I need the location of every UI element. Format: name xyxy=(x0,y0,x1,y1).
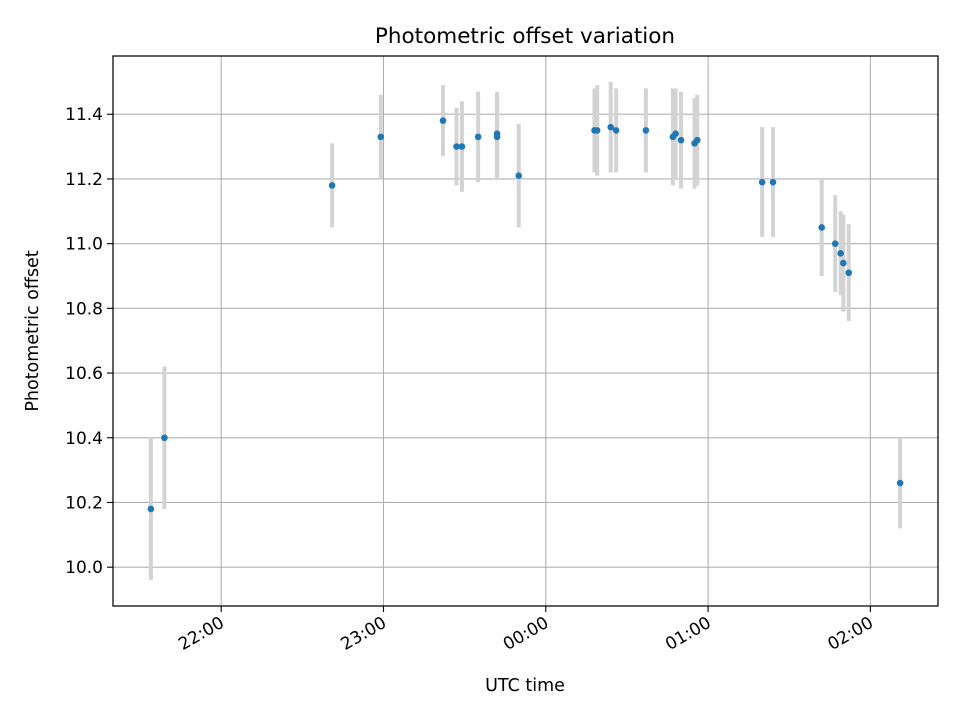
grid-lines xyxy=(113,56,938,606)
data-point xyxy=(593,127,601,134)
data-point xyxy=(161,434,168,442)
y-tick-label: 10.0 xyxy=(65,558,103,578)
x-tick-label: 23:00 xyxy=(338,613,390,655)
plot-frame xyxy=(112,55,939,607)
data-point xyxy=(328,182,336,189)
data-point xyxy=(607,123,615,131)
data-point xyxy=(515,172,523,180)
data-point xyxy=(458,143,466,150)
y-tick-label: 11.4 xyxy=(65,105,103,125)
data-point xyxy=(453,143,460,150)
x-axis-label: UTC time xyxy=(485,676,565,696)
x-tick-label: 01:00 xyxy=(662,613,714,655)
data-point xyxy=(758,178,766,186)
x-tick-label: 22:00 xyxy=(175,613,227,655)
y-tick-label: 10.8 xyxy=(65,299,103,319)
data-point xyxy=(896,479,904,487)
data-point xyxy=(474,133,482,141)
data-points xyxy=(147,117,904,513)
x-tick-label: 00:00 xyxy=(500,613,552,655)
data-point xyxy=(677,136,685,144)
x-tick-label: 02:00 xyxy=(824,613,876,655)
data-point xyxy=(642,127,650,134)
y-tick-label: 10.4 xyxy=(65,429,103,449)
data-point xyxy=(831,240,839,247)
error-bars xyxy=(148,81,903,581)
chart-title: Photometric offset variation xyxy=(375,24,675,49)
data-point xyxy=(840,259,847,267)
y-tick-label: 10.6 xyxy=(65,364,103,384)
y-tick-label: 10.2 xyxy=(65,493,103,513)
data-point xyxy=(147,505,155,513)
x-axis-ticks: 22:00 23:00 00:00 01:00 02:00 xyxy=(175,606,877,655)
data-point xyxy=(693,136,701,144)
y-axis-ticks: 10.0 10.2 10.4 10.6 10.8 11.0 11.2 11.4 xyxy=(65,105,113,578)
data-point xyxy=(672,130,679,137)
y-axis-label: Photometric offset xyxy=(23,250,43,411)
data-point xyxy=(493,133,501,141)
data-point xyxy=(769,178,777,186)
data-point xyxy=(818,224,825,231)
data-point xyxy=(845,269,853,277)
data-point xyxy=(439,117,447,125)
y-tick-label: 11.0 xyxy=(65,235,103,255)
data-point xyxy=(377,133,385,141)
y-tick-label: 11.2 xyxy=(65,170,103,190)
data-point xyxy=(612,127,620,134)
data-point xyxy=(837,250,844,257)
